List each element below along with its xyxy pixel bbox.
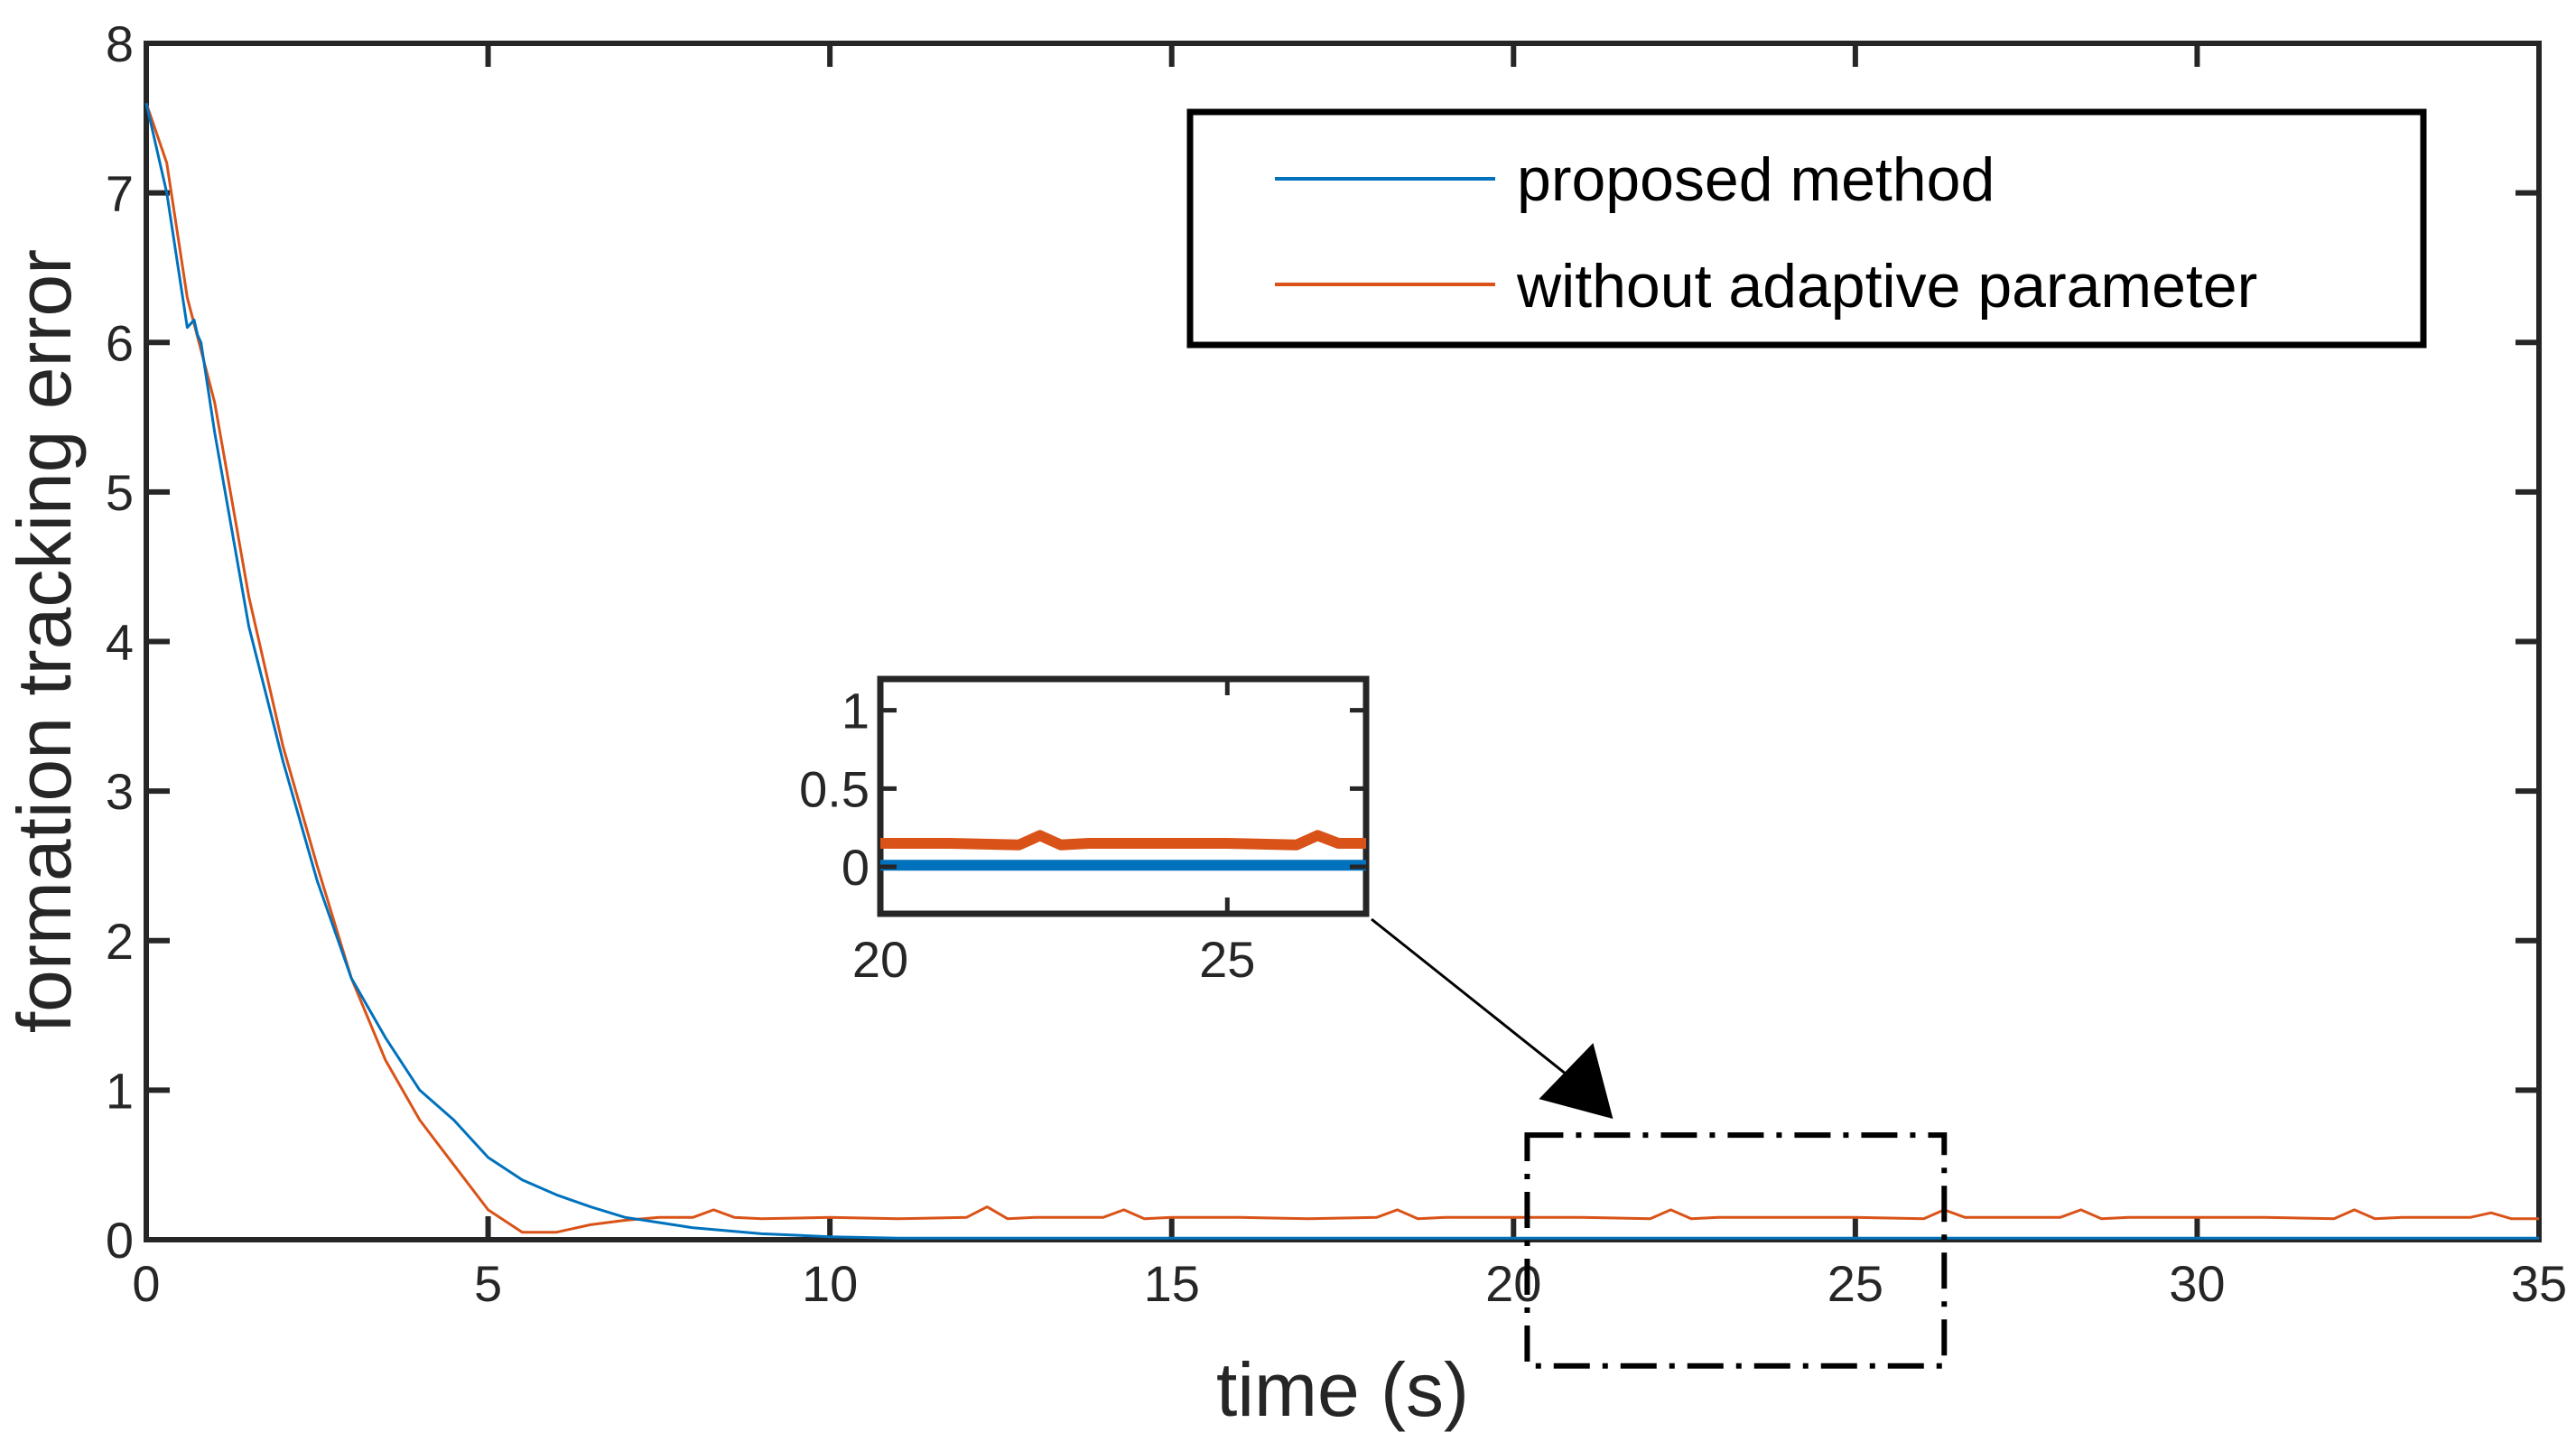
inset-series-line-1 bbox=[880, 830, 1366, 851]
x-tick-label: 10 bbox=[802, 1255, 858, 1312]
y-tick-label: 7 bbox=[106, 165, 134, 222]
y-tick-label: 1 bbox=[106, 1062, 134, 1119]
x-tick-label: 0 bbox=[132, 1255, 160, 1312]
x-axis-ticks: 0 5 10 15 20 25 30 35 bbox=[132, 43, 2567, 1312]
y-tick-label: 6 bbox=[106, 314, 134, 371]
legend-box bbox=[1186, 108, 2427, 349]
x-tick-label: 25 bbox=[1827, 1255, 1883, 1312]
x-tick-label: 35 bbox=[2511, 1255, 2567, 1312]
zoom-arrow-head bbox=[1539, 1043, 1613, 1120]
x-tick-label: 15 bbox=[1144, 1255, 1200, 1312]
x-tick-label: 30 bbox=[2169, 1255, 2225, 1312]
zoom-arrow-shaft bbox=[1371, 917, 1578, 1084]
y-tick-label: 0 bbox=[106, 1212, 134, 1269]
legend-label-proposed-method: proposed method bbox=[1517, 145, 1995, 214]
y-tick-label: 3 bbox=[106, 763, 134, 820]
x-tick-label: 20 bbox=[1485, 1255, 1541, 1312]
y-tick-label: 5 bbox=[106, 464, 134, 521]
inset-plot-area bbox=[877, 675, 1370, 917]
legend-label-without-adaptive-parameter: without adaptive parameter bbox=[1516, 252, 2257, 321]
zoom-indicator bbox=[1371, 917, 1948, 1369]
inset-y-tick-label: 1 bbox=[842, 683, 870, 739]
inset-x-tick-label: 20 bbox=[852, 931, 908, 988]
y-axis-ticks: 0 1 2 3 4 5 6 7 8 bbox=[106, 15, 2539, 1269]
x-axis-label: time (s) bbox=[1216, 1347, 1469, 1432]
series-layer bbox=[144, 102, 2539, 1240]
series-line-1 bbox=[144, 102, 2539, 1234]
y-tick-label: 2 bbox=[106, 913, 134, 970]
legend: proposed method without adaptive paramet… bbox=[1186, 108, 2427, 349]
y-tick-label: 8 bbox=[106, 15, 134, 72]
inset-y-tick-label: 0 bbox=[842, 839, 870, 896]
y-axis-label: formation tracking error bbox=[2, 249, 87, 1033]
zoom-region-box bbox=[1524, 1132, 1948, 1369]
x-tick-label: 5 bbox=[474, 1255, 502, 1312]
inset-y-tick-label: 0.5 bbox=[799, 760, 870, 817]
inset-plot: 20 25 0 0.5 1 bbox=[799, 675, 1370, 988]
y-tick-label: 4 bbox=[106, 614, 134, 671]
inset-x-tick-label: 25 bbox=[1199, 931, 1255, 988]
series-line-0 bbox=[144, 102, 2539, 1240]
